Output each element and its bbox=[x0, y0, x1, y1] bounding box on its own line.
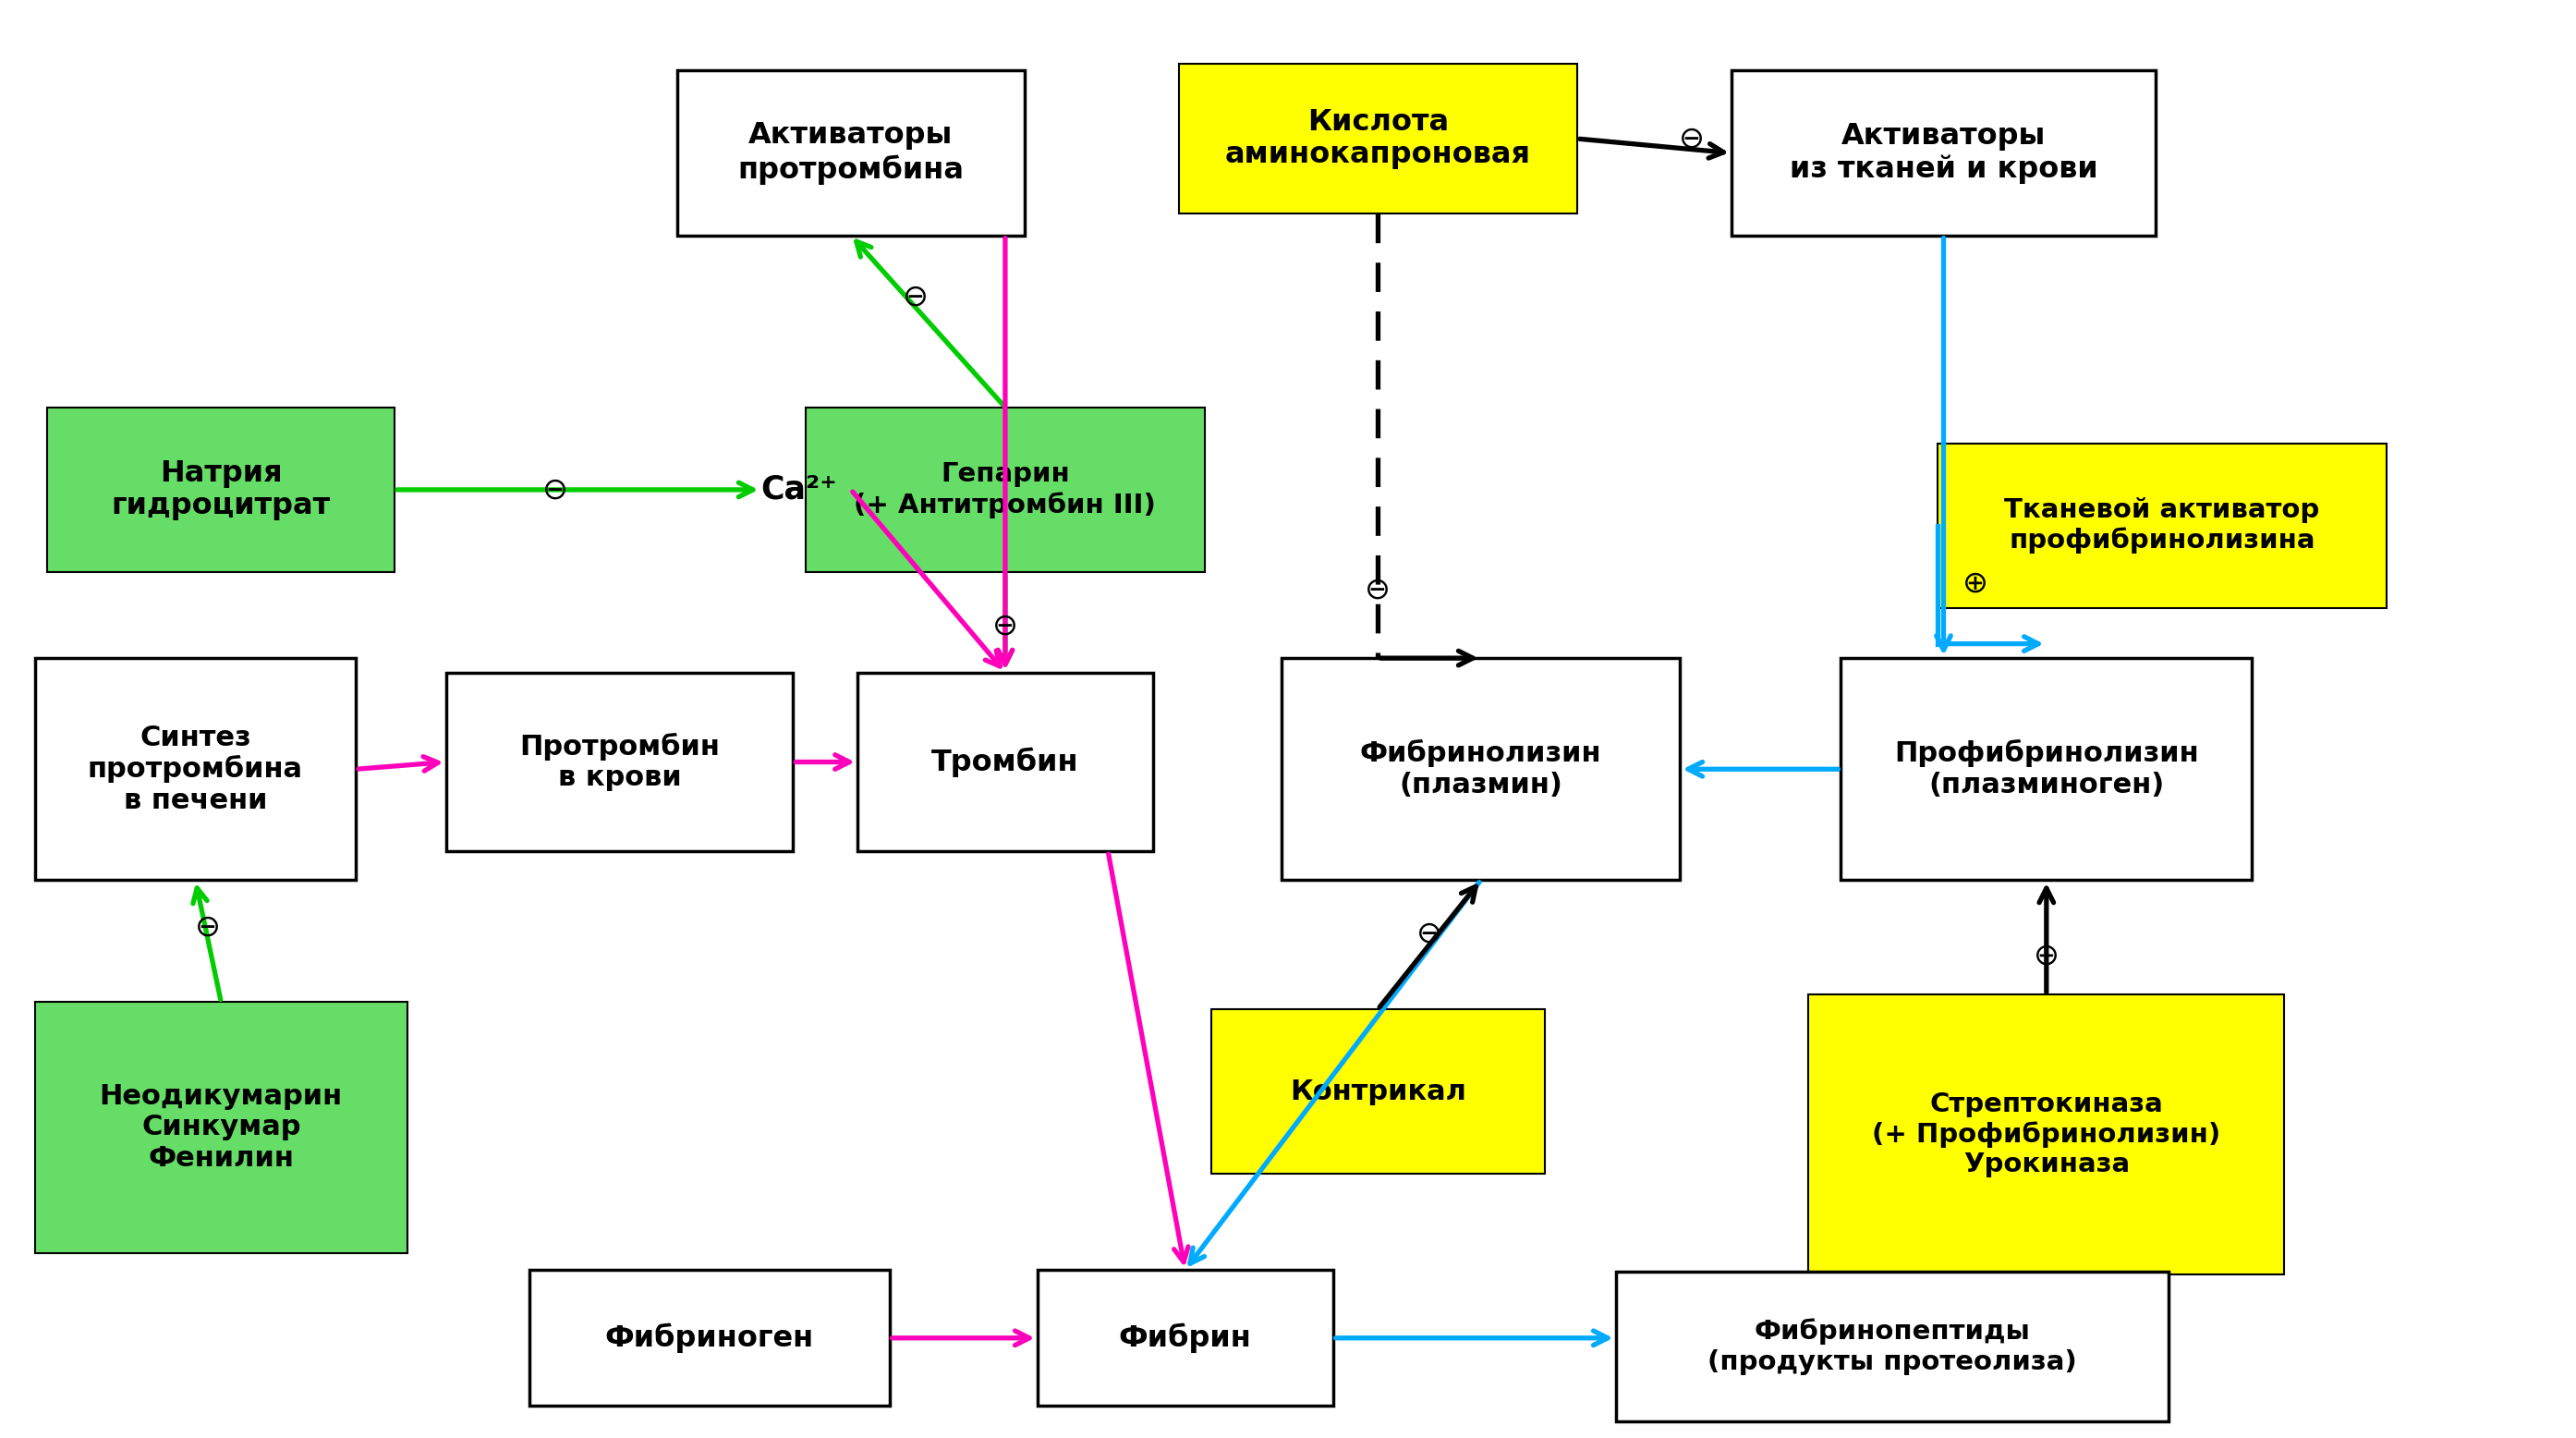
Text: ⊕: ⊕ bbox=[1963, 568, 1989, 598]
Text: Натрия
гидроцитрат: Натрия гидроцитрат bbox=[111, 459, 330, 521]
Text: ⊖: ⊖ bbox=[992, 611, 1018, 641]
FancyBboxPatch shape bbox=[1731, 70, 2156, 236]
FancyBboxPatch shape bbox=[806, 407, 1206, 572]
FancyBboxPatch shape bbox=[1038, 1270, 1332, 1406]
Text: Ca²⁺: Ca²⁺ bbox=[760, 475, 837, 505]
Text: Профибринолизин
(плазминоген): Профибринолизин (плазминоген) bbox=[1893, 739, 2200, 798]
Text: Активаторы
из тканей и крови: Активаторы из тканей и крови bbox=[1790, 122, 2097, 184]
Text: Протромбин
в крови: Протромбин в крови bbox=[520, 732, 719, 791]
FancyBboxPatch shape bbox=[1615, 1271, 2169, 1422]
FancyBboxPatch shape bbox=[33, 1002, 407, 1252]
Text: Тромбин: Тромбин bbox=[933, 746, 1079, 777]
FancyBboxPatch shape bbox=[1211, 1009, 1546, 1173]
FancyBboxPatch shape bbox=[446, 673, 793, 851]
Text: Гепарин
(+ Антитромбин III): Гепарин (+ Антитромбин III) bbox=[855, 462, 1157, 518]
Text: ⊖: ⊖ bbox=[1680, 124, 1705, 154]
FancyBboxPatch shape bbox=[1842, 659, 2251, 880]
Text: Стрептокиназа
(+ Профибринолизин)
Урокиназа: Стрептокиназа (+ Профибринолизин) Урокин… bbox=[1873, 1091, 2221, 1178]
Text: Кислота
аминокапроновая: Кислота аминокапроновая bbox=[1226, 108, 1530, 170]
FancyBboxPatch shape bbox=[531, 1270, 889, 1406]
FancyBboxPatch shape bbox=[1283, 659, 1680, 880]
Text: Фибринолизин
(плазмин): Фибринолизин (плазмин) bbox=[1360, 739, 1602, 798]
FancyBboxPatch shape bbox=[677, 70, 1025, 236]
FancyBboxPatch shape bbox=[858, 673, 1154, 851]
Text: ⊕: ⊕ bbox=[2032, 940, 2058, 971]
Text: Фибриноген: Фибриноген bbox=[605, 1323, 814, 1353]
FancyBboxPatch shape bbox=[1808, 995, 2285, 1274]
Text: ⊖: ⊖ bbox=[544, 475, 569, 505]
Text: Синтез
протромбина
в печени: Синтез протромбина в печени bbox=[88, 725, 304, 814]
Text: ⊖: ⊖ bbox=[1417, 919, 1443, 949]
FancyBboxPatch shape bbox=[1937, 443, 2388, 608]
Text: Тканевой активатор
профибринолизина: Тканевой активатор профибринолизина bbox=[2004, 498, 2321, 554]
Text: Неодикумарин
Синкумар
Фенилин: Неодикумарин Синкумар Фенилин bbox=[100, 1083, 343, 1172]
Text: Активаторы
протромбина: Активаторы протромбина bbox=[737, 121, 963, 184]
FancyBboxPatch shape bbox=[46, 407, 394, 572]
Text: ⊖: ⊖ bbox=[196, 912, 222, 942]
Text: Фибринопептиды
(продукты протеолиза): Фибринопептиды (продукты протеолиза) bbox=[1708, 1319, 2076, 1375]
Text: ⊖: ⊖ bbox=[1365, 575, 1391, 605]
FancyBboxPatch shape bbox=[33, 659, 355, 880]
Text: ⊖: ⊖ bbox=[902, 280, 927, 312]
Text: Фибрин: Фибрин bbox=[1118, 1323, 1252, 1353]
Text: Контрикал: Контрикал bbox=[1291, 1078, 1466, 1104]
FancyBboxPatch shape bbox=[1180, 63, 1577, 214]
